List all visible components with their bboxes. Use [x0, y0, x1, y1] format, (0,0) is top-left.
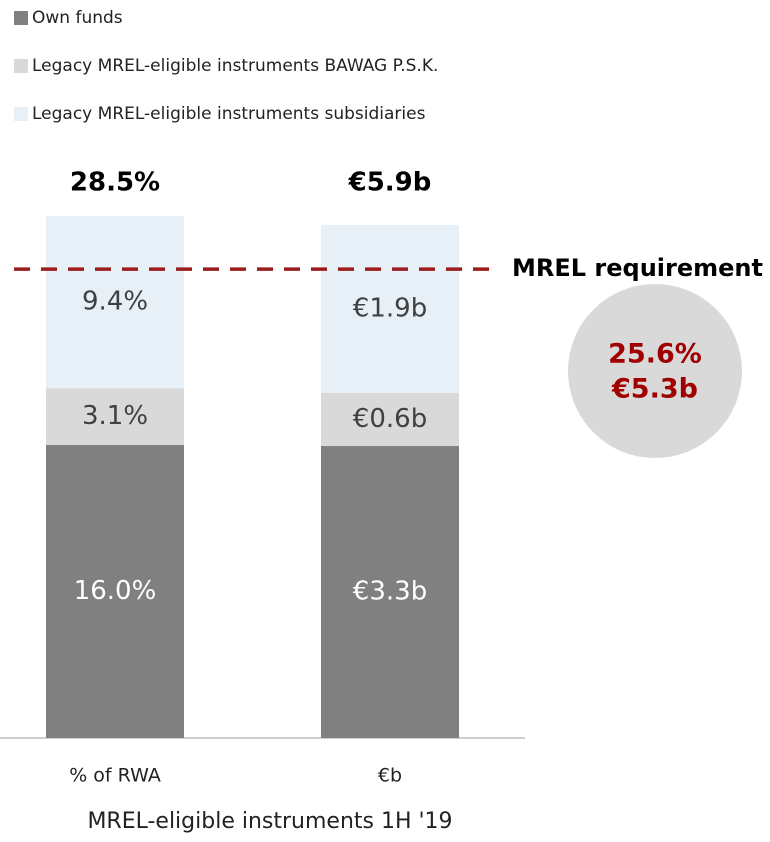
x-tick-label: % of RWA — [69, 765, 161, 787]
data-label: 9.4% — [82, 287, 148, 317]
total-label: 28.5% — [70, 168, 160, 198]
x-tick-label: €b — [378, 765, 402, 787]
data-label: 3.1% — [82, 401, 148, 431]
bar-segment — [46, 444, 184, 738]
requirement-label: MREL requirement — [512, 254, 763, 282]
bar-segment — [321, 224, 459, 393]
requirement-bubble — [568, 284, 742, 458]
legend-label: Legacy MREL-eligible instruments subsidi… — [32, 104, 426, 124]
legend-label: Legacy MREL-eligible instruments BAWAG P… — [32, 56, 438, 76]
total-label: €5.9b — [348, 168, 432, 198]
data-label: €1.9b — [353, 293, 427, 323]
data-label: €3.3b — [353, 577, 427, 607]
requirement-value: €5.3b — [611, 374, 698, 405]
legend-label: Own funds — [32, 8, 123, 28]
bar-segment — [46, 388, 184, 445]
chart-title: MREL-eligible instruments 1H '19 — [87, 809, 452, 834]
requirement-value: 25.6% — [608, 339, 702, 370]
data-label: €0.6b — [353, 404, 427, 434]
bar-segment — [321, 392, 459, 447]
legend-swatch — [14, 11, 28, 25]
legend-swatch — [14, 107, 28, 121]
legend-swatch — [14, 59, 28, 73]
bar-segment — [321, 446, 459, 738]
data-label: 16.0% — [74, 576, 157, 606]
bar-segment — [46, 216, 184, 389]
